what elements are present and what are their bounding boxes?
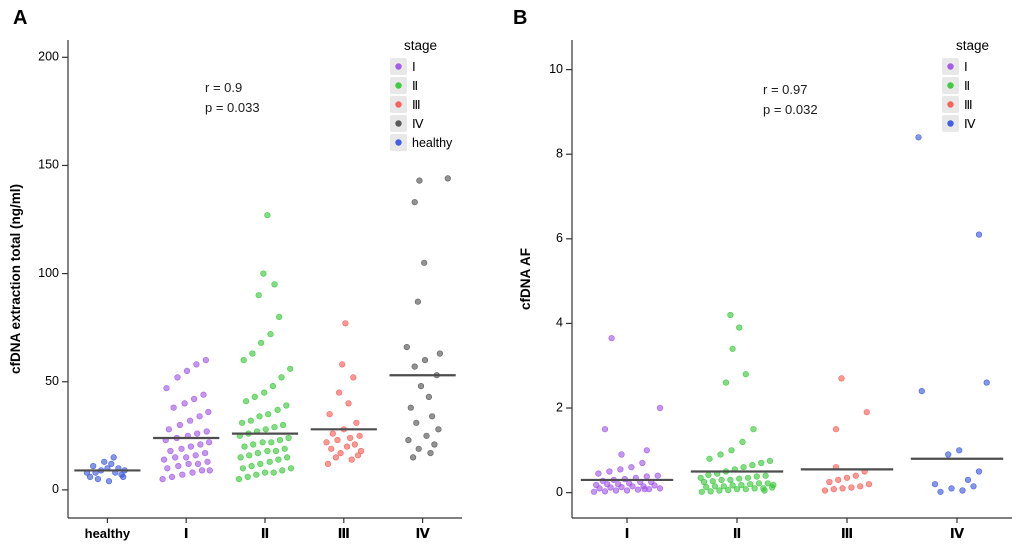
x-axis-ticks: Ⅰ Ⅱ Ⅲ Ⅳ bbox=[625, 518, 965, 541]
y-axis-title: cfDNA extraction total (ng/ml) bbox=[8, 184, 23, 374]
svg-text:Ⅲ: Ⅲ bbox=[964, 98, 973, 112]
points-group-2 bbox=[159, 357, 213, 483]
svg-text:6: 6 bbox=[556, 231, 563, 245]
svg-text:Ⅰ: Ⅰ bbox=[184, 526, 189, 541]
svg-text:Ⅰ: Ⅰ bbox=[625, 526, 630, 541]
points-group-1 bbox=[83, 454, 128, 485]
svg-text:150: 150 bbox=[38, 158, 59, 172]
svg-text:50: 50 bbox=[45, 374, 59, 388]
panel-b-label: B bbox=[513, 7, 528, 29]
median-lines bbox=[74, 374, 456, 472]
svg-text:0: 0 bbox=[52, 482, 59, 496]
y-axis-title: cfDNA AF bbox=[518, 248, 533, 310]
points-group-4 bbox=[915, 134, 990, 495]
svg-text:10: 10 bbox=[549, 62, 563, 76]
svg-text:Ⅳ: Ⅳ bbox=[964, 117, 976, 131]
svg-text:healthy: healthy bbox=[85, 526, 131, 541]
panel-b-r-value: r = 0.97 bbox=[763, 82, 808, 97]
points-group-3 bbox=[821, 375, 873, 494]
svg-text:Ⅱ: Ⅱ bbox=[261, 526, 270, 541]
svg-text:stage: stage bbox=[956, 38, 989, 53]
y-axis-ticks: 0 50 100 150 200 bbox=[38, 50, 68, 496]
x-axis-ticks: healthy Ⅰ Ⅱ Ⅲ Ⅳ bbox=[85, 518, 430, 541]
svg-text:Ⅲ: Ⅲ bbox=[841, 526, 853, 541]
svg-text:8: 8 bbox=[556, 147, 563, 161]
panel-b-annotation: r = 0.97 p = 0.032 bbox=[763, 80, 818, 120]
axes bbox=[571, 40, 1012, 519]
median-lines bbox=[580, 457, 1004, 482]
svg-text:Ⅳ: Ⅳ bbox=[412, 117, 424, 131]
svg-text:cfDNA AF: cfDNA AF bbox=[518, 248, 533, 310]
svg-text:healthy: healthy bbox=[412, 136, 453, 150]
points-group-1 bbox=[590, 335, 664, 495]
svg-text:200: 200 bbox=[38, 50, 59, 64]
svg-text:4: 4 bbox=[556, 316, 563, 330]
svg-text:Ⅱ: Ⅱ bbox=[964, 79, 970, 93]
legend: stage Ⅰ Ⅱ Ⅲ Ⅳ bbox=[942, 38, 989, 132]
points-group-2 bbox=[697, 311, 777, 495]
svg-text:2: 2 bbox=[556, 400, 563, 414]
svg-text:stage: stage bbox=[404, 38, 437, 53]
svg-text:cfDNA extraction total (ng/ml): cfDNA extraction total (ng/ml) bbox=[8, 184, 23, 374]
panel-b-p-value: p = 0.032 bbox=[763, 102, 818, 118]
panel-a-p-value: p = 0.033 bbox=[205, 100, 260, 116]
svg-text:Ⅲ: Ⅲ bbox=[412, 98, 421, 112]
svg-text:Ⅰ: Ⅰ bbox=[412, 60, 416, 74]
svg-text:Ⅳ: Ⅳ bbox=[415, 526, 430, 541]
svg-text:Ⅱ: Ⅱ bbox=[412, 79, 418, 93]
panel-a-annotation: r = 0.9 p = 0.033 bbox=[205, 78, 260, 118]
svg-text:Ⅳ: Ⅳ bbox=[950, 526, 965, 541]
svg-text:Ⅱ: Ⅱ bbox=[733, 526, 742, 541]
svg-text:Ⅲ: Ⅲ bbox=[338, 526, 350, 541]
points-group-5 bbox=[403, 175, 451, 461]
y-axis-ticks: 0 2 4 6 8 10 bbox=[549, 62, 572, 499]
panel-a-r-value: r = 0.9 bbox=[205, 80, 243, 95]
panel-a-label: A bbox=[13, 7, 28, 29]
points-group-4 bbox=[323, 320, 365, 468]
svg-text:100: 100 bbox=[38, 266, 59, 280]
svg-text:Ⅰ: Ⅰ bbox=[964, 60, 968, 74]
points-group-3 bbox=[235, 212, 295, 483]
svg-text:0: 0 bbox=[556, 485, 563, 499]
